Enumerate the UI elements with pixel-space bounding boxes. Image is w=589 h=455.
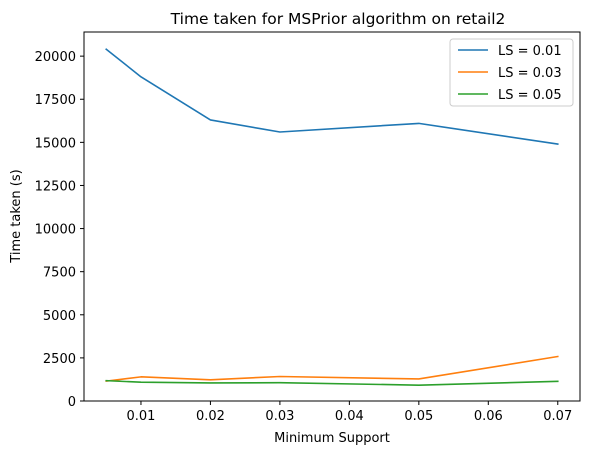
plot-frame xyxy=(83,31,581,402)
legend-label-1: LS = 0.01 xyxy=(498,44,562,59)
series-line-3 xyxy=(105,379,559,386)
x-tick-label: 0.06 xyxy=(474,409,503,424)
legend-box xyxy=(449,38,574,107)
y-axis-label: Time taken (s) xyxy=(9,169,24,263)
y-axis-ticks: 0 2500 5000 7500 10000 12500 15000 17500 20000 xyxy=(35,50,84,410)
series-line-1 xyxy=(105,48,559,145)
y-tick-label: 17500 xyxy=(35,93,76,108)
x-axis-ticks: 0.01 0.02 0.03 0.04 0.05 0.06 0.07 xyxy=(126,401,572,424)
y-tick-label: 5000 xyxy=(43,309,76,324)
x-tick-label: 0.05 xyxy=(404,409,433,424)
y-tick-label: 12500 xyxy=(35,179,76,194)
y-tick-label: 20000 xyxy=(35,50,76,65)
series-line-2 xyxy=(105,355,559,383)
y-tick-label: 0 xyxy=(68,395,76,410)
chart-title: Time taken for MSPrior algorithm on reta… xyxy=(170,10,506,28)
x-tick-label: 0.02 xyxy=(196,409,225,424)
x-tick-label: 0.03 xyxy=(265,409,294,424)
x-tick-label: 0.07 xyxy=(543,409,572,424)
legend-label-2: LS = 0.03 xyxy=(498,66,562,81)
x-tick-label: 0.04 xyxy=(335,409,364,424)
x-tick-label: 0.01 xyxy=(126,409,155,424)
y-tick-label: 2500 xyxy=(43,352,76,367)
legend: LS = 0.01 LS = 0.03 LS = 0.05 xyxy=(449,38,574,107)
legend-label-3: LS = 0.05 xyxy=(498,88,562,103)
series-layer xyxy=(105,48,559,386)
y-tick-label: 10000 xyxy=(35,223,76,238)
y-tick-label: 15000 xyxy=(35,136,76,151)
x-axis-label: Minimum Support xyxy=(274,431,390,446)
y-tick-label: 7500 xyxy=(43,266,76,281)
